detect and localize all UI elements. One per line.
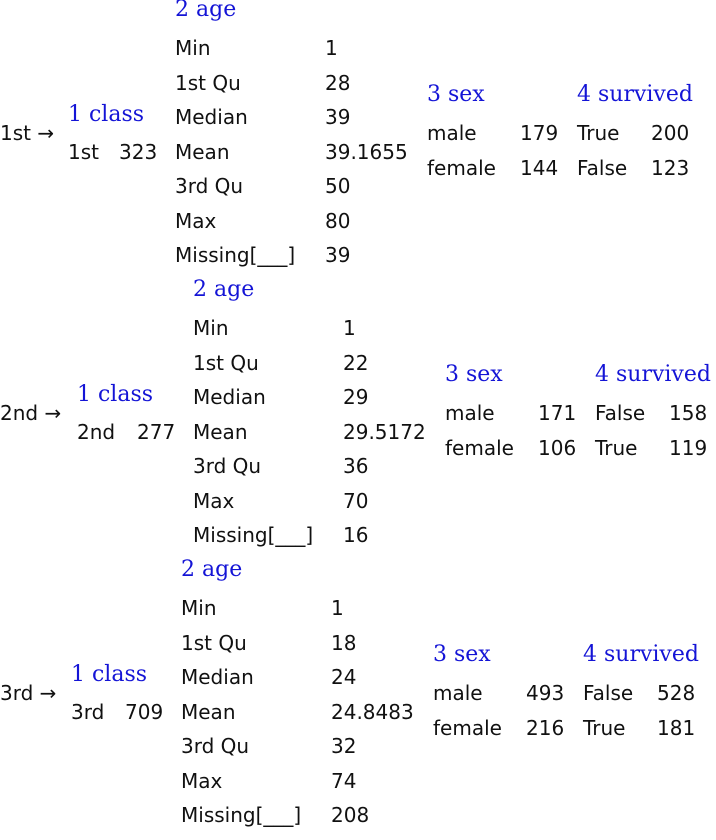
stat-value: 70 xyxy=(343,488,369,513)
sex-count: 216 xyxy=(526,715,565,740)
stat-value: 29 xyxy=(343,385,369,409)
stat-value: 39 xyxy=(325,243,351,267)
group-key: 1st → xyxy=(0,116,54,151)
group-1st: 1st → 1 class 1st 323 2 age Min 1 1st Qu 2… xyxy=(0,0,716,280)
class-count: 709 xyxy=(125,700,164,724)
group-key: 2nd → xyxy=(0,396,61,431)
stat-label: Missing[___] xyxy=(181,803,302,827)
class-header: 1 class xyxy=(68,102,145,127)
stat-label: Max xyxy=(193,488,235,513)
stat-label: Median xyxy=(181,665,254,689)
stat-value: 1 xyxy=(343,316,356,340)
stat-value: 39 xyxy=(325,105,351,129)
survived-count: 181 xyxy=(657,715,696,740)
stat-value: 39.1655 xyxy=(325,139,408,164)
class-value: 1st xyxy=(68,140,99,164)
class-count: 323 xyxy=(119,140,158,164)
survived-count: 119 xyxy=(669,435,708,460)
stat-label: Mean xyxy=(175,139,230,164)
age-header: 2 age xyxy=(175,0,237,22)
stat-label: Max xyxy=(175,208,217,233)
stat-label: Min xyxy=(193,316,229,340)
stat-value: 29.5172 xyxy=(343,419,426,444)
sex-label: male xyxy=(445,401,495,425)
sex-count: 106 xyxy=(538,435,577,460)
stat-label: 1st Qu xyxy=(193,350,259,375)
stat-label: 3rd Qu xyxy=(175,174,244,198)
stat-value: 24.8483 xyxy=(331,699,414,724)
class-value: 2nd xyxy=(77,420,116,444)
sex-label: male xyxy=(427,121,477,145)
class-header: 1 class xyxy=(71,662,148,687)
survived-label: True xyxy=(577,121,620,145)
sex-count: 493 xyxy=(526,681,565,705)
survived-count: 200 xyxy=(651,121,690,145)
sex-label: female xyxy=(445,435,514,460)
survived-count: 123 xyxy=(651,155,690,180)
survived-label: True xyxy=(595,435,638,460)
stat-label: 3rd Qu xyxy=(181,734,250,758)
age-header: 2 age xyxy=(181,557,243,582)
stat-label: Median xyxy=(193,385,266,409)
group-key-label: 1st xyxy=(0,121,31,145)
group-key-label: 2nd xyxy=(0,401,39,425)
stat-label: Missing[___] xyxy=(193,523,314,547)
stat-label: Mean xyxy=(193,419,248,444)
age-header: 2 age xyxy=(193,277,255,302)
stat-label: 3rd Qu xyxy=(193,454,262,478)
sex-header: 3 sex xyxy=(445,362,503,387)
stat-label: Min xyxy=(175,36,211,60)
group-key: 3rd → xyxy=(0,676,56,711)
survived-header: 4 survived xyxy=(577,82,693,107)
stat-value: 22 xyxy=(343,350,369,375)
sex-label: female xyxy=(427,155,496,180)
stat-value: 80 xyxy=(325,208,351,233)
stat-value: 36 xyxy=(343,454,369,478)
stat-label: 1st Qu xyxy=(181,630,247,655)
survived-label: False xyxy=(583,681,634,705)
class-count: 277 xyxy=(137,420,176,444)
survived-label: False xyxy=(595,401,646,425)
survived-label: False xyxy=(577,155,628,180)
survived-count: 528 xyxy=(657,681,696,705)
arrow-icon: → xyxy=(44,401,62,425)
stat-label: Mean xyxy=(181,699,236,724)
stat-label: Median xyxy=(175,105,248,129)
survived-count: 158 xyxy=(669,401,708,425)
stat-value: 18 xyxy=(331,630,357,655)
stat-value: 208 xyxy=(331,803,370,827)
stat-value: 28 xyxy=(325,70,351,95)
sex-count: 144 xyxy=(520,155,559,180)
class-value: 3rd xyxy=(71,700,105,724)
arrow-icon: → xyxy=(39,681,57,705)
arrow-icon: → xyxy=(37,121,55,145)
stat-label: 1st Qu xyxy=(175,70,241,95)
stat-value: 1 xyxy=(325,36,338,60)
stat-label: Min xyxy=(181,596,217,620)
survived-header: 4 survived xyxy=(583,642,699,667)
stat-value: 74 xyxy=(331,768,357,793)
stat-label: Missing[___] xyxy=(175,243,296,267)
sex-header: 3 sex xyxy=(427,82,485,107)
survived-header: 4 survived xyxy=(595,362,711,387)
sex-count: 179 xyxy=(520,121,559,145)
survived-label: True xyxy=(583,715,626,740)
sex-header: 3 sex xyxy=(433,642,491,667)
stat-value: 32 xyxy=(331,734,357,758)
group-2nd: 2nd → 1 class 2nd 277 2 age Min 1 1st Qu 2… xyxy=(0,277,716,560)
stat-value: 24 xyxy=(331,665,357,689)
sex-label: female xyxy=(433,715,502,740)
group-3rd: 3rd → 1 class 3rd 709 2 age Min 1 1st Qu 1… xyxy=(0,557,716,840)
sex-count: 171 xyxy=(538,401,577,425)
sex-label: male xyxy=(433,681,483,705)
stat-value: 1 xyxy=(331,596,344,620)
stat-label: Max xyxy=(181,768,223,793)
stat-value: 16 xyxy=(343,523,369,547)
stat-value: 50 xyxy=(325,174,351,198)
class-header: 1 class xyxy=(77,382,154,407)
group-key-label: 3rd xyxy=(0,681,34,705)
